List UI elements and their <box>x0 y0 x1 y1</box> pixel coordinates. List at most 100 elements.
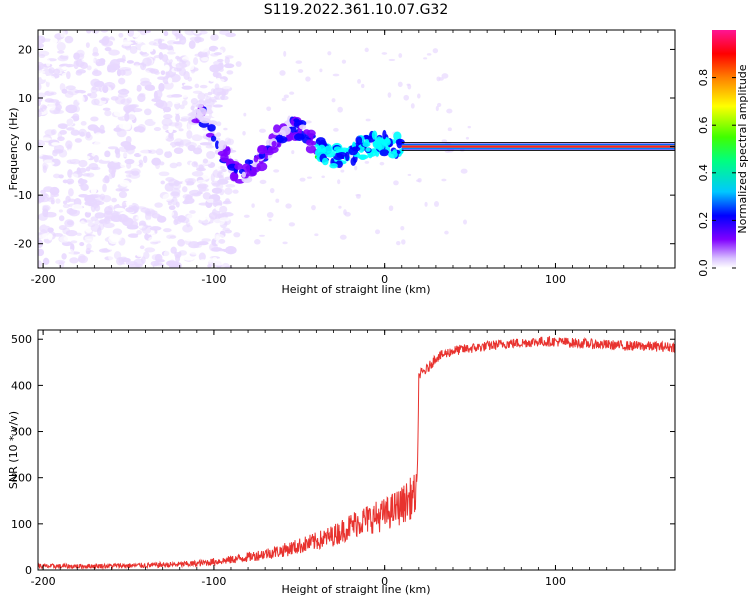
spectrogram-noise-cell <box>269 187 275 194</box>
spectrogram-noise-cell <box>187 113 196 117</box>
spectrogram-noise-cell <box>73 60 79 70</box>
spectrogram-noise-cell <box>193 57 199 66</box>
spectrogram-noise-cell <box>219 217 230 222</box>
spectrogram-noise-cell <box>423 57 428 60</box>
spectrogram-noise-cell <box>275 198 280 203</box>
spectrogram-noise-cell <box>357 79 361 84</box>
spectrogram-noise-cell <box>198 42 204 49</box>
spectrogram-noise-cell <box>158 51 164 60</box>
spectrogram-noise-cell <box>305 120 312 124</box>
spectrogram-noise-cell <box>192 90 203 94</box>
spectrogram-noise-cell <box>102 85 109 94</box>
spectrogram-signal-cell <box>277 136 288 144</box>
spectrogram-noise-cell <box>108 166 117 175</box>
spectrogram-noise-cell <box>38 213 48 221</box>
spectrogram-noise-cell <box>163 81 174 90</box>
spectrogram-y-tick-label: 20 <box>18 43 32 56</box>
spectrogram-signal-cell <box>248 159 254 164</box>
spectrogram-noise-cell <box>107 146 119 150</box>
spectrogram-noise-cell <box>242 130 246 136</box>
spectrogram-signal-cell <box>351 146 361 152</box>
spectrogram-noise-cell <box>107 65 117 73</box>
spectrogram-signal-cell <box>372 140 381 149</box>
spectrogram-noise-cell <box>188 40 196 49</box>
spectrogram-noise-cell <box>169 259 176 265</box>
spectrogram-noise-cell <box>50 192 59 198</box>
spectrogram-noise-cell <box>463 219 468 225</box>
spectrogram-noise-cell <box>93 80 105 88</box>
spectrogram-noise-cell <box>163 114 173 120</box>
spectrogram-noise-cell <box>154 71 160 75</box>
spectrogram-noise-cell <box>169 237 178 247</box>
spectrogram-noise-cell <box>266 106 272 112</box>
spectrogram-noise-cell <box>51 142 60 146</box>
spectrogram-noise-cell <box>202 71 207 78</box>
spectrogram-noise-cell <box>205 223 218 230</box>
spectrogram-noise-cell <box>216 183 224 189</box>
spectrogram-noise-cell <box>400 226 405 231</box>
spectrogram-noise-cell <box>88 92 98 99</box>
spectrogram-noise-cell <box>91 30 100 34</box>
spectrogram-noise-cell <box>175 62 187 69</box>
spectrogram-noise-cell <box>84 235 97 241</box>
spectrogram-noise-cell <box>135 216 141 220</box>
spectrogram-noise-cell <box>59 123 68 130</box>
spectrogram-noise-cell <box>128 172 141 179</box>
spectrogram-signal-cell <box>299 124 307 130</box>
spectrogram-signal-cell <box>321 157 329 166</box>
spectrogram-noise-cell <box>305 76 311 82</box>
spectrogram-noise-cell <box>387 92 392 98</box>
spectrogram-noise-cell <box>118 77 126 85</box>
spectrogram-signal-cell <box>195 103 204 109</box>
spectrogram-noise-cell <box>194 53 203 57</box>
spectrogram-noise-cell <box>142 137 154 146</box>
spectrogram-noise-cell <box>58 215 65 222</box>
spectrogram-noise-cell <box>216 164 221 172</box>
spectrogram-noise-cell <box>106 245 113 250</box>
carrier-band-core <box>401 145 675 148</box>
spectrogram-noise-cell <box>80 183 89 191</box>
spectrogram-noise-cell <box>288 222 296 227</box>
spectrogram-noise-cell <box>114 207 125 212</box>
spectrogram-noise-cell <box>78 159 88 168</box>
spectrogram-noise-cell <box>90 224 102 232</box>
spectrogram-noise-cell <box>93 259 102 265</box>
spectrogram-signal-cell <box>303 129 310 135</box>
spectrogram-y-label: Frequency (Hz) <box>7 108 20 191</box>
spectrogram-noise-cell <box>197 144 202 151</box>
colorbar: 0.0 0.2 0.4 0.6 0.8 Normalized spectral ampl… <box>697 30 749 277</box>
spectrogram-noise-cell <box>202 158 209 164</box>
spectrogram-noise-cell <box>224 265 233 268</box>
spectrogram-noise-cell <box>340 169 345 173</box>
spectrogram-signal-cell <box>350 157 357 166</box>
spectrogram-noise-cell <box>460 168 468 174</box>
spectrogram-noise-cell <box>166 100 173 108</box>
spectrogram-noise-cell <box>388 205 394 212</box>
spectrogram-noise-cell <box>140 52 150 57</box>
spectrogram-noise-cell <box>182 171 192 178</box>
colorbar-ticks: 0.0 0.2 0.4 0.6 0.8 <box>697 69 736 277</box>
spectrogram-noise-cell <box>283 94 289 99</box>
spectrogram-noise-cell <box>44 98 54 103</box>
spectrogram-noise-cell <box>163 228 172 233</box>
spectrogram-noise-cell <box>94 219 100 225</box>
spectrogram-noise-cell <box>118 191 128 199</box>
spectrogram-noise-cell <box>189 251 201 255</box>
spectrogram-noise-cell <box>104 47 112 52</box>
spectrogram-noise-cell <box>101 120 112 128</box>
spectrogram-noise-cell <box>268 218 272 222</box>
spectrogram-noise-cell <box>311 204 316 211</box>
spectrogram-noise-cell <box>339 234 347 240</box>
spectrogram-noise-cell <box>152 42 162 47</box>
spectrogram-noise-cell <box>65 85 76 91</box>
spectrogram-noise-cell <box>38 70 46 74</box>
spectrogram-noise-cell <box>137 93 146 103</box>
spectrogram-noise-cell <box>108 252 116 261</box>
spectrogram-noise-cell <box>134 36 143 44</box>
spectrogram-signal-cell <box>371 130 378 140</box>
spectrogram-noise-cell <box>140 70 152 80</box>
spectrogram-noise-cell <box>251 203 255 208</box>
spectrogram-noise-cell <box>209 243 218 252</box>
spectrogram-noise-cell <box>173 66 178 72</box>
spectrogram-noise-cell <box>175 201 180 208</box>
